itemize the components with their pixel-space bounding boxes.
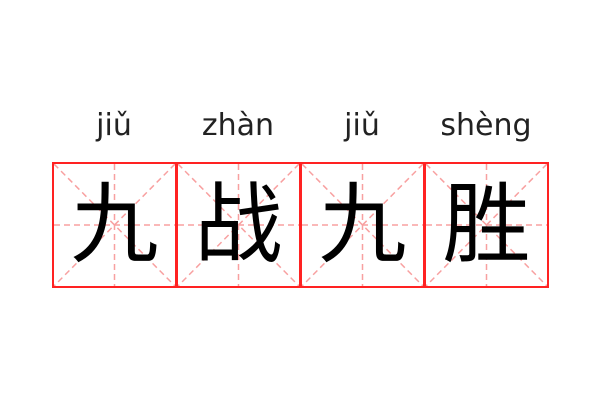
character-cell: 九	[52, 162, 177, 288]
guide-lines	[302, 164, 423, 286]
character: 胜	[442, 173, 531, 276]
pinyin-3: jiǔ	[344, 108, 380, 143]
character: 九	[318, 173, 407, 276]
character-cell: 胜	[424, 162, 549, 288]
pinyin-1: jiǔ	[96, 108, 132, 143]
character-cell: 九	[300, 162, 425, 288]
character: 九	[70, 173, 159, 276]
guide-lines	[54, 164, 175, 286]
character: 战	[194, 173, 283, 276]
pinyin-4: shèng	[440, 108, 532, 143]
guide-lines	[426, 164, 547, 286]
character-grid: 九 战 九 胜	[52, 162, 549, 288]
pinyin-2: zhàn	[201, 108, 275, 143]
guide-lines	[178, 164, 299, 286]
character-cell: 战	[176, 162, 301, 288]
